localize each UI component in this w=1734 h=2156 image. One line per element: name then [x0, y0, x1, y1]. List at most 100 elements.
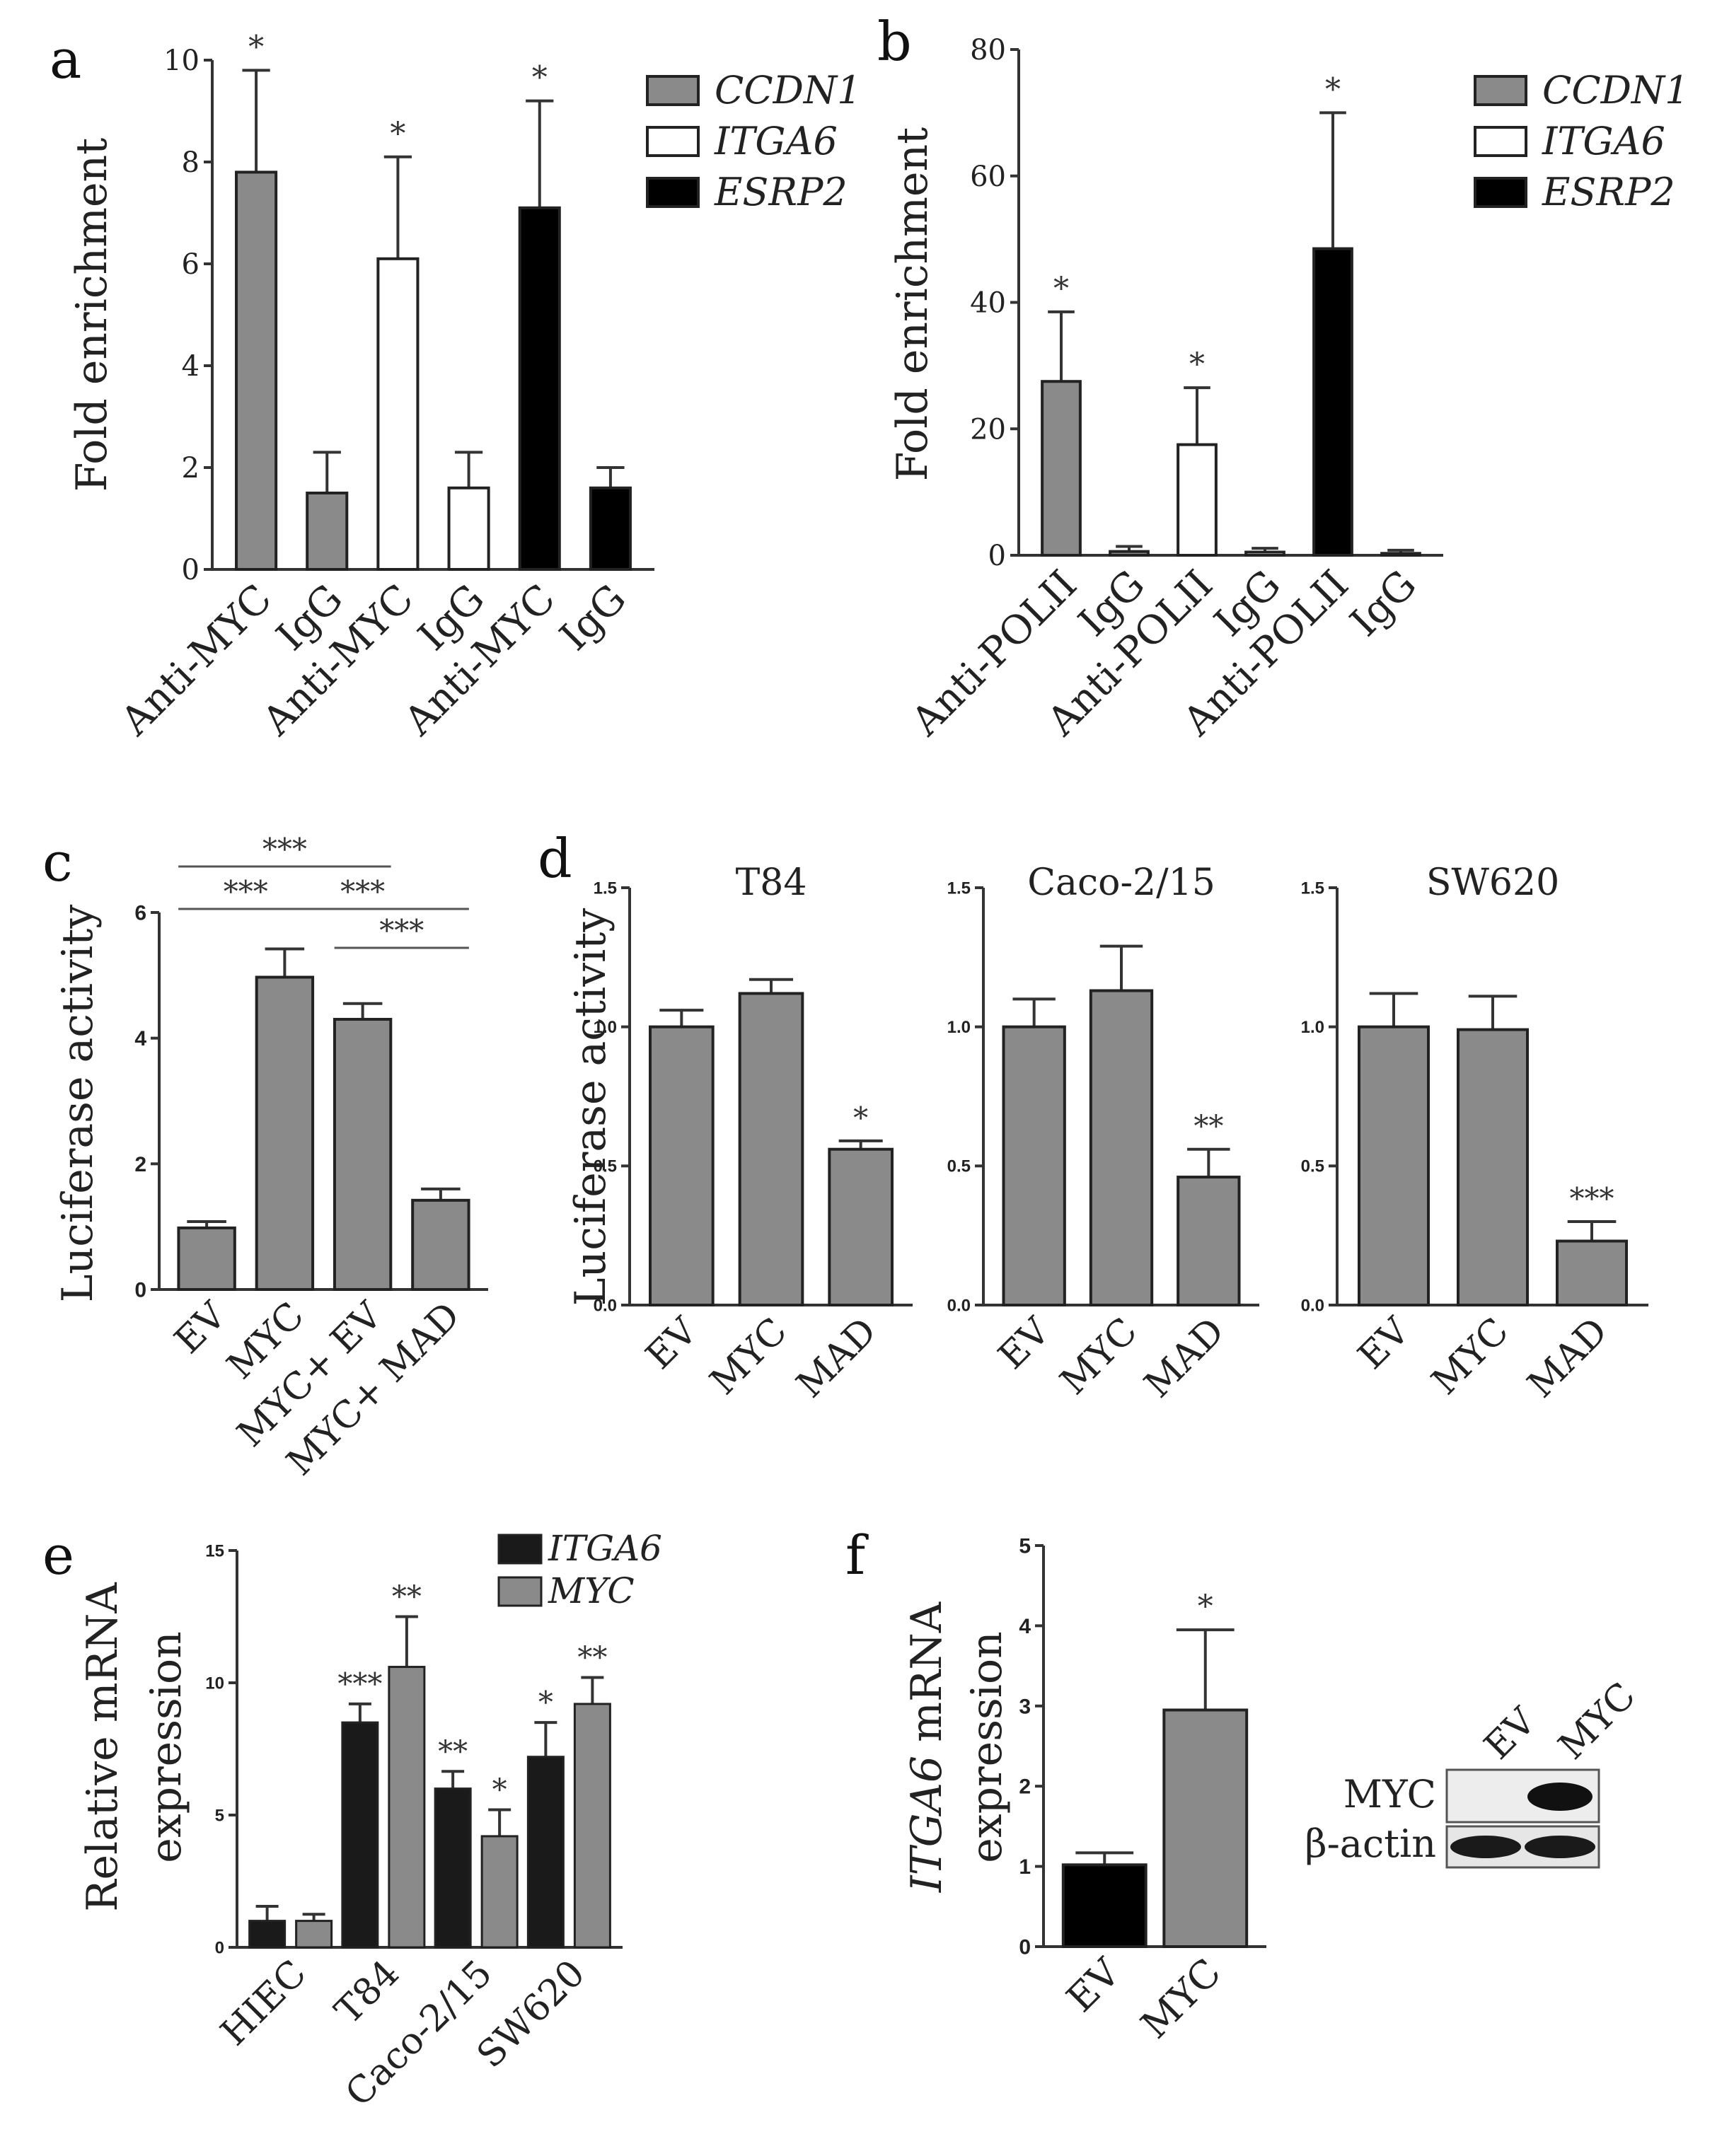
panel-a-category-label: Anti-MYC — [112, 576, 281, 745]
panel-b-y-tick-label: 60 — [970, 161, 1006, 193]
panel-e-legend-label: MYC — [548, 1570, 635, 1611]
panel-d-caco-category-label: EV — [990, 1309, 1059, 1378]
panel-d-sw620-y-tick-label: 0.5 — [1301, 1157, 1324, 1176]
blot-lane-label: MYC — [1551, 1674, 1644, 1768]
panel-e-y-axis-label: Relative mRNA — [78, 1582, 127, 1912]
panel-b-legend-label: ESRP2 — [1542, 170, 1675, 214]
panel-b-bar-6 — [1380, 552, 1421, 557]
panel-e-category-label: T84 — [327, 1952, 408, 2033]
panel-d-caco-bar-2 — [1089, 989, 1154, 1306]
panel-c-y-tick-label: 4 — [134, 1027, 146, 1050]
panel-letter-d: d — [538, 827, 572, 890]
panel-d-sw620-category-label: EV — [1350, 1309, 1418, 1378]
panel-d-caco-bar-3 — [1177, 1176, 1241, 1306]
panel-c-bar-2 — [255, 975, 315, 1291]
panel-letter-f: f — [845, 1524, 869, 1587]
panel-d-t84-category-label: MAD — [789, 1310, 885, 1406]
panel-f-y-tick-label: 1 — [1019, 1855, 1031, 1879]
blot-lane-label: EV — [1476, 1699, 1545, 1768]
panel-a-bar-3 — [376, 257, 420, 571]
panel-f-significance: * — [1198, 1589, 1213, 1625]
panel-e-bar-myc-1 — [295, 1920, 333, 1949]
panel-b-legend-label: CCDN1 — [1542, 68, 1689, 112]
panel-e-bar-itga6-3 — [434, 1787, 472, 1949]
panel-e-bar-itga6-2 — [341, 1721, 379, 1949]
panel-d-sw620-category-label: MYC — [1423, 1310, 1517, 1403]
panel-a-legend-swatch-2 — [646, 126, 700, 157]
panel-d-t84-category-label: EV — [638, 1309, 707, 1378]
panel-a-y-axis-label: Fold enrichment — [67, 138, 117, 492]
panel-letter-c: c — [42, 830, 73, 893]
panel-e-bar-myc-3 — [480, 1835, 519, 1949]
panel-d-t84-bar-3 — [828, 1147, 894, 1306]
panel-b-bar-4 — [1244, 550, 1285, 557]
panel-f-y-axis-label: ITGA6 mRNA — [902, 1601, 952, 1893]
blot-actin-band-myc-lane — [1525, 1836, 1595, 1858]
panel-b-y-tick-label: 80 — [970, 34, 1006, 66]
panel-d-caco-category-label: MAD — [1136, 1310, 1232, 1406]
panel-d-t84-y-tick-label: 0.0 — [594, 1296, 617, 1315]
panel-d-sw620-subtitle: SW620 — [1426, 862, 1559, 904]
panel-d-caco-y-tick-label: 0.5 — [947, 1157, 971, 1176]
panel-e-bar-itga6-1 — [248, 1920, 287, 1949]
panel-b-legend-swatch-1 — [1474, 75, 1527, 106]
panel-f-y-tick-label: 4 — [1019, 1615, 1031, 1638]
panel-d-sw620-bar-3 — [1556, 1239, 1628, 1306]
panel-b-y-tick-label: 0 — [988, 540, 1006, 572]
panel-d-caco-y-tick-label: 1.5 — [947, 879, 971, 898]
panel-b-bar-2 — [1109, 550, 1150, 557]
panel-b-significance: * — [1325, 71, 1341, 108]
panel-a-y-tick-label: 6 — [182, 248, 200, 281]
panel-c-bar-3 — [333, 1018, 393, 1292]
panel-d-t84-subtitle: T84 — [736, 862, 807, 904]
panel-f-y-axis-label-rest: mRNA — [902, 1601, 952, 1756]
panel-d-t84-y-tick-label: 1.0 — [594, 1018, 617, 1037]
panel-b-bar-3 — [1177, 443, 1218, 557]
panel-letter-b: b — [877, 10, 912, 73]
panel-f-bar-2 — [1162, 1708, 1249, 1948]
panel-e-legend-swatch-2 — [497, 1576, 543, 1607]
panel-b-legend-swatch-2 — [1474, 126, 1527, 157]
panel-a-bar-2 — [306, 492, 349, 571]
panel-b-category-label: IgG — [1341, 562, 1426, 646]
panel-c-bar-1 — [177, 1226, 236, 1292]
panel-f-y-tick-label: 0 — [1019, 1936, 1031, 1959]
panel-d-t84-category-label: MYC — [702, 1310, 795, 1403]
panel-d-t84-significance: * — [853, 1101, 868, 1135]
panel-b-significance: * — [1053, 271, 1069, 307]
panel-e-significance: ** — [392, 1580, 422, 1614]
panel-e-y-axis-label-2: expression — [141, 1631, 191, 1862]
panel-d-t84-y-tick-label: 1.5 — [594, 879, 617, 898]
blot-row-label: MYC — [1343, 1772, 1436, 1816]
panel-e-y-tick-label: 0 — [215, 1938, 224, 1957]
panel-e-significance: *** — [337, 1667, 382, 1701]
panel-d-caco-subtitle: Caco-2/15 — [1027, 862, 1215, 904]
panel-a-y-tick-label: 0 — [182, 554, 200, 586]
panel-f-category-label: EV — [1058, 1949, 1129, 2021]
panel-a-bar-5 — [518, 206, 561, 571]
panel-c-comparison-label: *** — [262, 832, 307, 867]
panel-b-legend-swatch-3 — [1474, 177, 1527, 208]
panel-a-significance: * — [248, 29, 264, 65]
panel-f-y-tick-label: 5 — [1019, 1535, 1031, 1558]
panel-a-y-tick-label: 8 — [182, 146, 200, 179]
panel-a-legend-label: ESRP2 — [714, 170, 848, 214]
panel-b-y-tick-label: 40 — [970, 287, 1006, 320]
panel-d-sw620-y-tick-label: 1.5 — [1301, 879, 1324, 898]
panel-e-y-tick-label: 5 — [215, 1806, 224, 1825]
panel-a-category-label: IgG — [551, 576, 635, 660]
panel-c-bar-4 — [411, 1198, 470, 1292]
panel-d-t84-bar-2 — [738, 992, 804, 1306]
panel-e-bar-itga6-4 — [526, 1756, 565, 1949]
panel-c-comparison-label: *** — [340, 874, 385, 909]
panel-d-t84-bar-1 — [649, 1025, 715, 1306]
panel-e-category-label: HIEC — [213, 1952, 315, 2054]
panel-e-y-tick-label: 15 — [205, 1541, 224, 1560]
panel-e-legend-swatch-1 — [497, 1534, 543, 1565]
panel-a-legend-swatch-1 — [646, 75, 700, 106]
panel-e-bar-myc-4 — [573, 1703, 611, 1949]
panel-c-comparison-label: *** — [379, 913, 424, 948]
panel-b-y-axis-label: Fold enrichment — [888, 127, 937, 482]
panel-e-bar-myc-2 — [388, 1666, 426, 1949]
